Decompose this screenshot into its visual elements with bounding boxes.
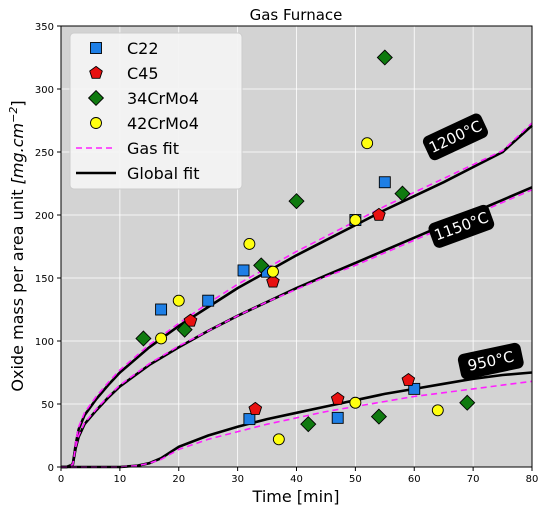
legend-swatch-pentagon: [89, 65, 103, 79]
data-point-42crmo4: [155, 332, 168, 345]
y-tick-label: 300: [35, 85, 54, 96]
data-point-34crmo4: [459, 394, 476, 411]
legend-label: 34CrMo4: [127, 89, 199, 108]
data-point-42crmo4: [361, 137, 374, 150]
data-point-34crmo4: [176, 321, 193, 338]
y-axis-label-text: Oxide mass per area unit: [8, 184, 27, 391]
data-point-34crmo4: [253, 257, 270, 274]
y-axis-label-exponent: −2: [7, 107, 20, 123]
y-tick-label: 150: [35, 274, 54, 285]
data-point-c45: [266, 274, 280, 288]
data-point-34crmo4: [394, 185, 411, 202]
x-tick-label: 20: [172, 474, 185, 485]
data-point-42crmo4: [431, 404, 444, 417]
data-point-42crmo4: [172, 294, 185, 307]
y-tick-label: 350: [35, 22, 54, 33]
data-point-c22: [378, 176, 391, 189]
legend-label: Gas fit: [127, 139, 179, 158]
y-axis-ticks: 0 50 100 150 200 250 300 350: [35, 22, 61, 474]
legend-swatch-diamond: [87, 89, 105, 107]
chart-title: Gas Furnace: [250, 6, 343, 24]
data-point-42crmo4: [349, 214, 362, 226]
legend: C22 C45 34CrMo4 42CrMo4 Gas fit Global fit: [69, 32, 243, 190]
legend-label: C45: [127, 64, 159, 83]
data-point-42crmo4: [243, 238, 256, 250]
data-point-42crmo4: [349, 396, 362, 409]
temperature-label: 950°C: [457, 342, 524, 380]
x-tick-label: 70: [467, 474, 480, 485]
x-tick-label: 40: [290, 474, 303, 485]
data-point-34crmo4: [370, 408, 387, 425]
temperature-label-box: [422, 113, 488, 161]
data-point-34crmo4: [376, 49, 393, 66]
data-point-c22: [331, 411, 344, 424]
y-tick-label: 100: [35, 337, 54, 348]
data-point-c22: [155, 303, 168, 316]
y-tick-label: 50: [41, 400, 54, 411]
data-point-c45: [248, 401, 263, 415]
data-point-34crmo4: [288, 193, 305, 210]
x-tick-label: 50: [349, 474, 362, 485]
data-point-c22: [243, 413, 256, 426]
legend-swatch-circle: [90, 117, 102, 129]
gas-fit-line: [61, 189, 533, 468]
y-axis-label: Oxide mass per area unit [mg.cm−2]: [7, 100, 27, 391]
legend-label: Global fit: [127, 164, 199, 183]
data-point-c22: [408, 382, 421, 395]
x-axis-label: Time [min]: [252, 487, 340, 506]
x-tick-label: 10: [114, 474, 127, 485]
x-tick-label: 60: [408, 474, 421, 485]
data-point-c22: [202, 294, 215, 307]
legend-swatch-square: [90, 42, 102, 54]
y-tick-label: 200: [35, 211, 54, 222]
y-axis-label-close: ]: [8, 100, 27, 106]
y-axis-label-unit: [mg.cm: [8, 123, 27, 184]
data-point-c22: [237, 264, 250, 277]
gas-fit-line: [61, 380, 533, 468]
x-tick-label: 30: [231, 474, 244, 485]
data-point-34crmo4: [135, 330, 152, 347]
global-fit-line: [61, 371, 533, 469]
data-point-34crmo4: [300, 416, 317, 433]
data-points: [135, 49, 476, 446]
x-tick-label: 0: [58, 474, 64, 485]
data-point-42crmo4: [267, 265, 279, 278]
data-point-c45: [372, 207, 386, 221]
temperature-label-box: [457, 342, 524, 380]
legend-box: [69, 32, 243, 190]
x-tick-label: 80: [526, 474, 539, 485]
legend-label: C22: [127, 39, 159, 58]
temperature-label-box: [428, 204, 495, 248]
x-axis-ticks: 0 10 20 30 40 50 60 70 80: [58, 467, 539, 485]
data-point-c45: [401, 372, 416, 386]
data-point-c45: [330, 391, 345, 405]
y-tick-label: 250: [35, 148, 54, 159]
data-point-42crmo4: [272, 433, 285, 446]
y-tick-label: 0: [48, 463, 54, 474]
data-point-c45: [183, 313, 198, 327]
legend-label: 42CrMo4: [127, 114, 199, 133]
